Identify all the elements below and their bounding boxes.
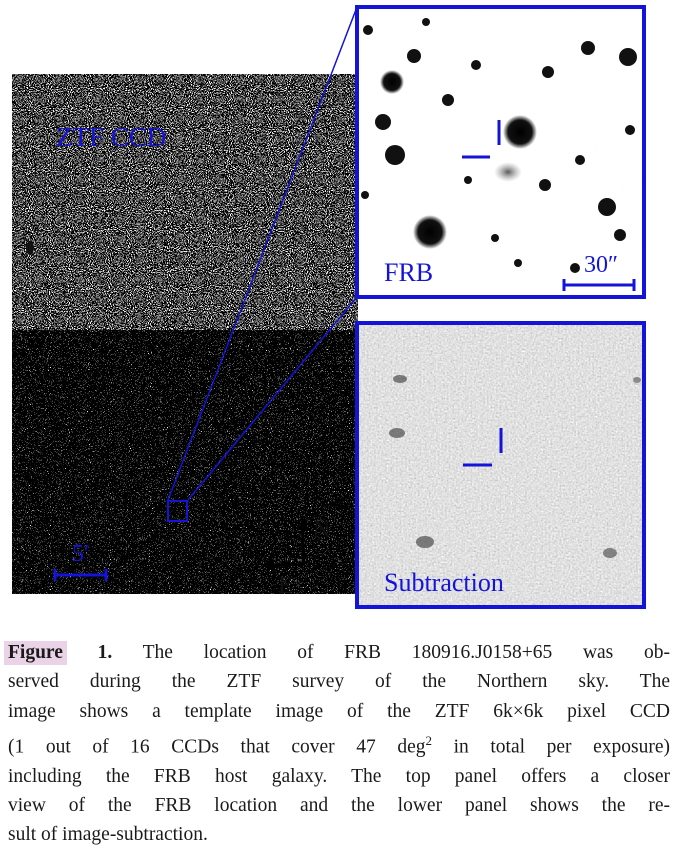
caption-line: image shows a template image of the ZTF …: [8, 700, 670, 722]
ccd-image: [12, 74, 358, 594]
caption-line: Figure 1. The location of FRB 180916.J01…: [4, 638, 670, 667]
figure-caption: Figure 1. The location of FRB 180916.J01…: [4, 638, 670, 850]
subtraction-inset-image: [357, 323, 644, 607]
scale-label-main: 5′: [72, 541, 90, 567]
subtraction-label: Subtraction: [384, 568, 504, 597]
caption-line: including the FRB host galaxy. The top p…: [8, 765, 670, 787]
figure-tag: Figure: [4, 641, 67, 665]
caption-line: view of the FRB location and the lower p…: [8, 794, 670, 816]
compass-east-label: E: [278, 573, 293, 599]
frb-inset-image: [357, 7, 644, 297]
frb-inset-frame: [355, 5, 646, 299]
caption-text: in total per exposure): [432, 736, 670, 758]
caption-line: sult of image-subtraction.: [8, 824, 208, 846]
figure-number: 1.: [97, 642, 113, 663]
zoom-line-top: [167, 6, 358, 501]
caption-text: (1 out of 16 CCDs that cover 47 deg: [8, 736, 426, 758]
frb-marker-top: [462, 120, 501, 159]
scale-label-inset: 30″: [584, 252, 618, 278]
scale-bar-inset: [562, 279, 636, 291]
frb-marker-bottom: [463, 428, 503, 467]
caption-line: served during the ZTF survey of the Nort…: [8, 671, 670, 693]
caption-superscript: 2: [425, 732, 433, 748]
frb-label: FRB: [384, 258, 434, 287]
frb-location-box: [167, 500, 188, 522]
caption-text: The location of FRB 180916.J0158+65 was …: [112, 642, 670, 663]
compass-north-label: N: [313, 517, 331, 543]
figure-1: ZTF CCD FRB Subtraction 5′ 30″ N E: [12, 5, 646, 609]
compass-arrows: [261, 518, 309, 571]
caption-line: (1 out of 16 CCDs that cover 47 deg2 in …: [8, 726, 670, 762]
subtraction-inset-frame: [355, 321, 646, 609]
zoom-line-bottom: [187, 296, 358, 501]
ztf-ccd-label: ZTF CCD: [56, 122, 167, 152]
scale-bar-main: [53, 569, 108, 581]
